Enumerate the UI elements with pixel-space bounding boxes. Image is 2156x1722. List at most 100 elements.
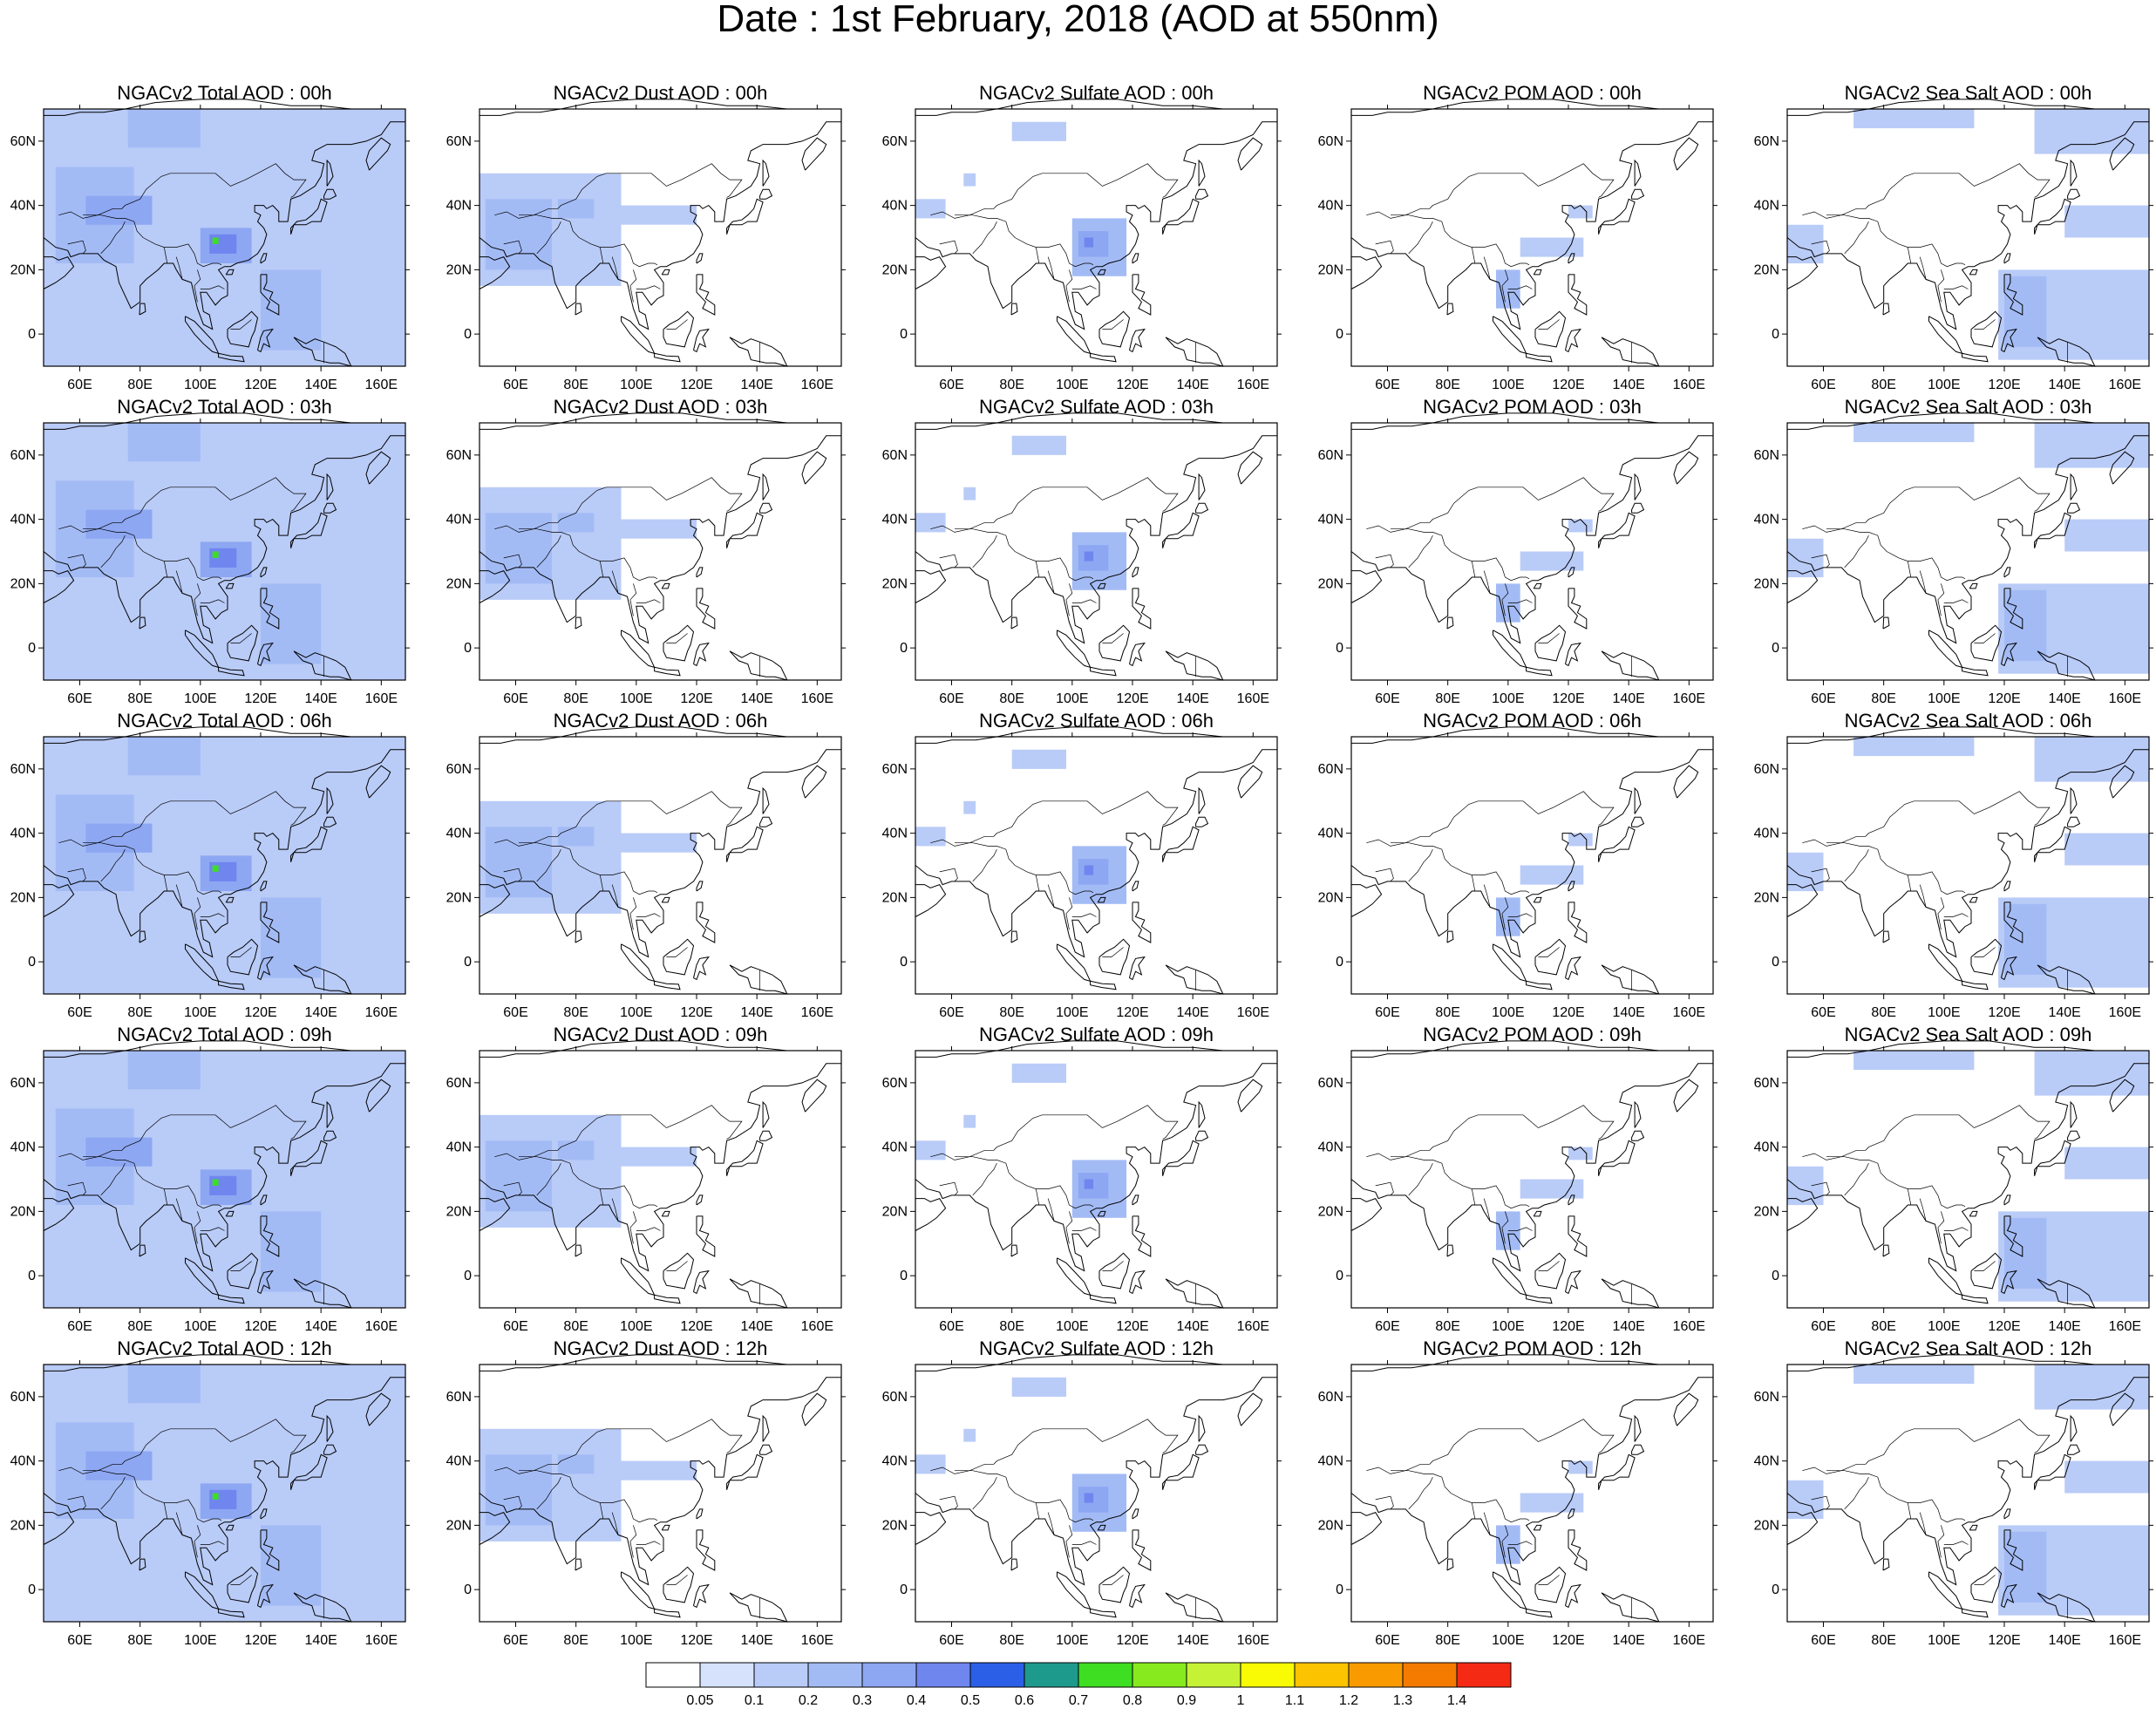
coastline <box>225 582 235 589</box>
lon-tick-label: 60E <box>67 691 92 706</box>
lat-tick-label: 0 <box>1772 327 1779 342</box>
country-border <box>1538 1575 1560 1585</box>
country-border <box>536 1476 561 1510</box>
colorbar-label: 0.4 <box>907 1693 926 1708</box>
country-border <box>1907 875 1912 892</box>
country-border <box>955 528 1094 582</box>
lat-tick-label: 40N <box>882 827 908 841</box>
lat-tick-label: 60N <box>1318 134 1343 149</box>
coastline <box>323 502 337 514</box>
map-frame <box>1350 1364 1714 1623</box>
lon-tick-label: 120E <box>680 1319 712 1334</box>
lon-tick-label: 140E <box>1612 1005 1644 1020</box>
country-border <box>194 1211 201 1244</box>
aod-cell <box>1568 205 1593 219</box>
lon-tick-label: 140E <box>2048 1633 2080 1648</box>
aod-cell <box>212 1179 219 1186</box>
country-border <box>230 1575 252 1585</box>
lon-tick-label: 80E <box>1871 1319 1895 1334</box>
coastline <box>479 1040 842 1272</box>
coastline <box>575 303 582 316</box>
coastline <box>1162 1140 1200 1176</box>
lon-tick-label: 120E <box>1988 1633 2020 1648</box>
coastline <box>2109 137 2135 171</box>
map-plot: 60E 80E 100E 120E 140E 160E 60N 40N 20N 0 <box>446 1040 846 1334</box>
coastline <box>1132 274 1152 316</box>
country-border <box>1826 528 1966 582</box>
country-border <box>1391 528 1530 582</box>
lon-tick-label: 100E <box>184 378 216 392</box>
aod-cell <box>963 1428 976 1442</box>
country-border <box>1065 897 1073 930</box>
lat-tick-label: 40N <box>1318 1140 1343 1155</box>
country-border <box>629 897 637 930</box>
coastline <box>227 310 259 348</box>
country-border <box>175 884 183 908</box>
lon-tick-label: 100E <box>1056 691 1088 706</box>
lat-tick-label: 20N <box>882 890 908 905</box>
coastline <box>1568 567 1575 578</box>
lon-tick-label: 60E <box>67 1319 92 1334</box>
aod-cell <box>594 519 697 539</box>
coastline <box>1446 930 1454 943</box>
coastline <box>257 1583 274 1609</box>
lon-tick-label: 80E <box>563 1633 588 1648</box>
lon-tick-label: 140E <box>1612 1633 1644 1648</box>
lat-tick-label: 40N <box>882 1454 908 1469</box>
country-border <box>1826 842 1966 895</box>
coastline <box>2034 1453 2071 1490</box>
colorbar-swatch <box>699 1662 755 1688</box>
lat-tick-label: 20N <box>10 890 36 905</box>
coastline <box>2070 786 2078 814</box>
panel-title: NGACv2 Dust AOD : 09h <box>553 1024 768 1045</box>
lat-tick-label: 60N <box>1318 448 1343 463</box>
lon-tick-label: 120E <box>244 378 276 392</box>
country-border <box>1375 554 1394 568</box>
lon-tick-label: 100E <box>1928 1005 1960 1020</box>
colorbar-swatch <box>1348 1662 1404 1688</box>
aod-cell <box>2004 589 2047 661</box>
coastline <box>1598 826 1636 862</box>
country-border <box>100 1476 126 1510</box>
map-panel-pom-3: NGACv2 POM AOD : 09h 60E 80E 100E 120E 140E 16… <box>1318 1024 1739 1343</box>
map-plot: 60E 80E 100E 120E 140E 160E 60N 40N 20N 0 <box>1318 1354 1717 1648</box>
lat-tick-label: 60N <box>10 1076 36 1091</box>
country-border <box>1507 1541 1533 1545</box>
country-border <box>1102 319 1124 330</box>
coastline <box>1568 253 1575 264</box>
lon-tick-label: 120E <box>1552 1633 1584 1648</box>
colorbar: 0.05 0.1 0.2 0.3 0.4 0.5 0.6 0.7 0.8 0.9 1 1.1 1.2 1.… <box>645 1662 1512 1708</box>
country-border <box>1844 848 1869 882</box>
map-plot: 60E 80E 100E 120E 140E 160E 60N 40N 20N 0 <box>1754 726 2153 1020</box>
colorbar-label: 1.3 <box>1393 1693 1412 1708</box>
country-border <box>1538 1261 1560 1271</box>
country-border <box>1375 1181 1394 1196</box>
coastline <box>1350 99 1714 330</box>
coastline <box>1786 1197 1819 1231</box>
colorbar-label: 0.7 <box>1069 1693 1088 1708</box>
lat-tick-label: 60N <box>1754 134 1779 149</box>
colorbar-label: 1 <box>1237 1693 1245 1708</box>
country-border <box>1375 868 1394 882</box>
panel-title: NGACv2 Sulfate AOD : 03h <box>978 396 1214 418</box>
lon-tick-label: 140E <box>1176 1005 1208 1020</box>
map-plot: 60E 80E 100E 120E 140E 160E 60N 40N 20N 0 <box>882 99 1282 392</box>
lon-tick-label: 160E <box>365 691 398 706</box>
lon-tick-label: 120E <box>1116 1005 1148 1020</box>
lat-tick-label: 60N <box>446 134 472 149</box>
country-border <box>194 1525 201 1558</box>
aod-cell <box>2004 276 2047 347</box>
aod-cell <box>1078 231 1109 257</box>
coastline <box>225 1210 235 1217</box>
coastline <box>2001 1269 2017 1295</box>
panel-title: NGACv2 Sea Salt AOD : 03h <box>1844 396 2092 418</box>
lon-tick-label: 100E <box>1056 1005 1088 1020</box>
aod-cell <box>261 269 322 351</box>
country-border <box>955 842 1094 895</box>
aod-cell <box>212 1493 219 1500</box>
aod-cell <box>1084 237 1094 248</box>
map-frame <box>479 108 842 367</box>
map-panel-sulfate-4: NGACv2 Sulfate AOD : 12h 60E 80E 100E 120E 14… <box>882 1338 1303 1657</box>
country-border <box>599 1502 604 1520</box>
country-border <box>1102 633 1124 643</box>
